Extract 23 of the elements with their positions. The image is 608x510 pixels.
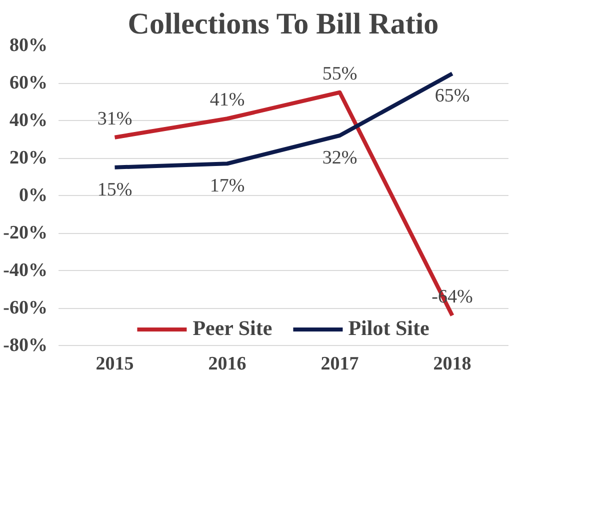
legend-label: Pilot Site	[348, 316, 430, 341]
y-tick-label: -80%	[3, 335, 48, 356]
x-tick-label: 2017	[320, 354, 360, 374]
y-tick-label: -20%	[3, 222, 48, 244]
x-tick-label: 2016	[208, 354, 246, 374]
data-label: 15%	[97, 179, 132, 200]
y-tick-label: 0%	[19, 185, 48, 206]
data-label: 32%	[322, 148, 358, 168]
data-label: 65%	[434, 86, 470, 107]
y-tick-label: 60%	[10, 72, 48, 94]
data-label: 31%	[97, 108, 132, 130]
data-label: 41%	[210, 90, 245, 111]
chart-title: Collections To Bill Ratio	[128, 8, 439, 40]
x-tick-label: 2015	[96, 354, 134, 374]
y-tick-label: 40%	[10, 110, 48, 131]
data-label: 17%	[210, 176, 245, 197]
x-tick-label: 2018	[433, 354, 472, 374]
y-tick-label: 80%	[10, 35, 48, 56]
legend-label: Peer Site	[192, 316, 272, 341]
y-tick-label: -60%	[3, 298, 48, 318]
data-label: 55%	[322, 63, 358, 84]
y-tick-label: -40%	[3, 260, 48, 281]
y-tick-label: 20%	[10, 148, 48, 168]
